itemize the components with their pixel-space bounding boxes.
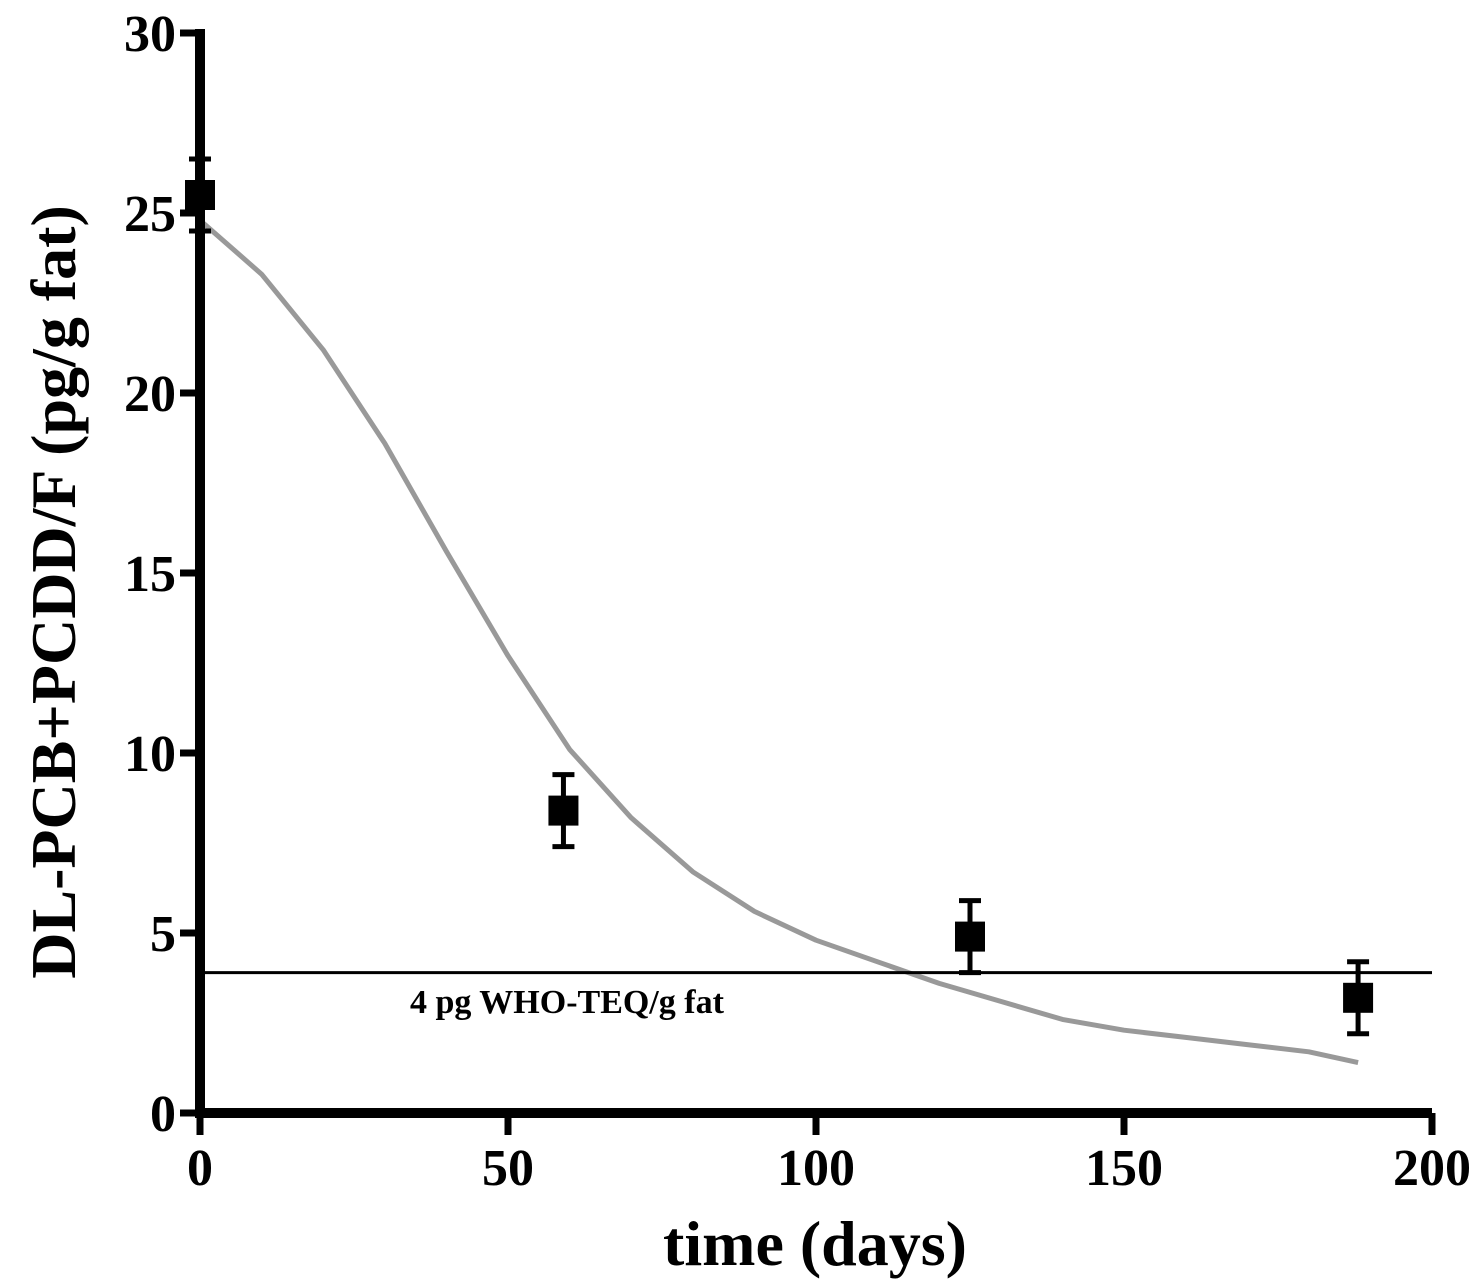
fit-curve xyxy=(198,218,1359,1066)
x-tick-label: 50 xyxy=(482,1140,534,1197)
y-tick-label: 20 xyxy=(124,366,176,423)
data-point-4 xyxy=(1343,959,1374,1037)
data-point-marker xyxy=(548,795,579,826)
x-tick-label: 0 xyxy=(187,1140,213,1197)
data-point-3 xyxy=(955,898,985,976)
reference-line-label: 4 pg WHO-TEQ/g fat xyxy=(410,984,725,1021)
x-tick-label: 200 xyxy=(1393,1140,1471,1197)
labels-layer: 4 pg WHO-TEQ/g fat time (days) DL-PCB+PC… xyxy=(18,205,967,1279)
data-point-2 xyxy=(548,772,579,850)
y-tick-label: 30 xyxy=(124,6,176,63)
y-tick-label: 0 xyxy=(150,1086,176,1143)
y-tick-label: 25 xyxy=(124,186,176,243)
data-points-layer xyxy=(185,156,1374,1037)
y-tick-label: 10 xyxy=(124,726,176,783)
y-tick-label: 15 xyxy=(124,546,176,603)
data-point-marker xyxy=(955,921,985,952)
fit-curve-layer xyxy=(198,218,1359,1066)
y-axis-title: DL-PCB+PCDD/F (pg/g fat) xyxy=(18,205,89,979)
x-tick-label: 100 xyxy=(777,1140,855,1197)
data-point-marker xyxy=(1343,982,1374,1013)
x-axis-title: time (days) xyxy=(663,1208,967,1279)
axes-layer: 0 5 10 15 20 25 30 0 50 100 150 200 xyxy=(124,6,1471,1197)
x-tick-label: 150 xyxy=(1085,1140,1163,1197)
y-tick-label: 5 xyxy=(150,906,176,963)
